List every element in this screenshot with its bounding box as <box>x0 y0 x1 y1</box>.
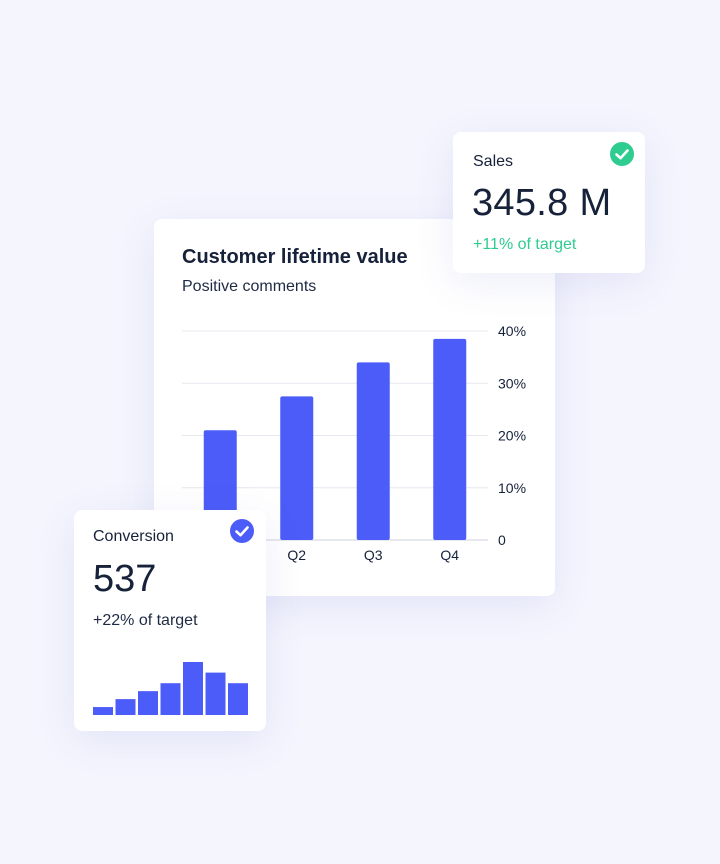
y-tick-label: 30% <box>498 375 526 391</box>
check-circle-icon <box>610 142 634 166</box>
conversion-label: Conversion <box>93 528 174 545</box>
conversion-bar <box>160 683 181 715</box>
conversion-bar <box>93 707 113 715</box>
conversion-card: Conversion 537 +22% of target <box>74 510 266 731</box>
bar-q2 <box>280 396 314 540</box>
chart-title: Customer lifetime value <box>182 246 408 268</box>
sales-value: 345.8 M <box>472 182 612 224</box>
y-tick-label: 0 <box>498 532 506 548</box>
bar-q4 <box>433 338 467 540</box>
conversion-bar <box>115 699 136 715</box>
bar-q3 <box>356 362 390 540</box>
y-tick-label: 20% <box>498 428 526 444</box>
sales-card: Sales 345.8 M +11% of target <box>453 132 645 273</box>
conversion-bar <box>183 662 203 715</box>
check-circle-icon <box>230 519 254 543</box>
x-tick-label: Q4 <box>440 547 459 563</box>
sales-label: Sales <box>473 153 514 170</box>
chart-subtitle: Positive comments <box>182 278 317 295</box>
conversion-delta: +22% of target <box>93 612 198 629</box>
conversion-bar <box>228 683 248 715</box>
y-tick-label: 40% <box>498 323 526 339</box>
sales-delta: +11% of target <box>473 236 577 253</box>
conversion-bar <box>138 691 158 715</box>
x-tick-label: Q2 <box>287 547 306 563</box>
conversion-bar <box>205 672 226 715</box>
y-tick-label: 10% <box>498 480 526 496</box>
conversion-value: 537 <box>93 558 157 600</box>
conversion-bar-chart <box>93 662 248 715</box>
x-tick-label: Q3 <box>364 547 383 563</box>
